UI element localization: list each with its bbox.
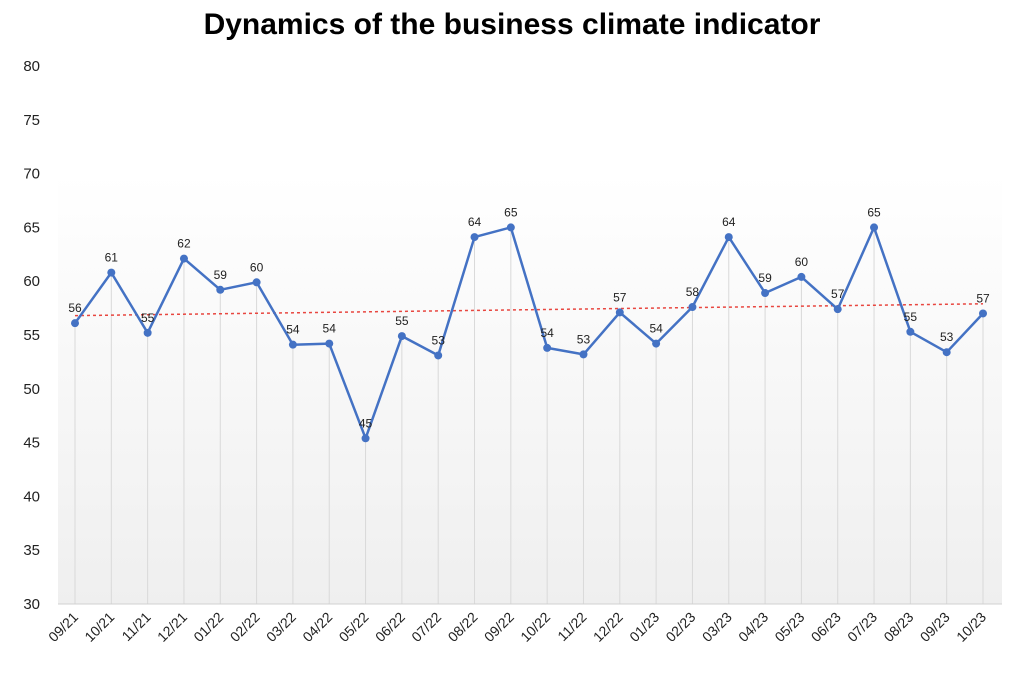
x-tick-label: 11/22	[554, 609, 590, 645]
data-point	[143, 328, 152, 337]
x-tick-label: 01/23	[626, 609, 662, 645]
x-tick-label: 01/22	[190, 609, 226, 645]
data-label: 54	[540, 326, 554, 340]
data-label: 65	[504, 205, 518, 219]
data-point	[470, 233, 479, 242]
data-label: 53	[940, 330, 954, 344]
data-point	[506, 223, 515, 232]
x-tick-label: 12/22	[590, 609, 626, 645]
y-tick-label: 75	[23, 112, 40, 129]
data-point	[797, 272, 806, 281]
data-label: 56	[68, 301, 82, 315]
data-label: 55	[141, 311, 155, 325]
data-label: 59	[758, 271, 772, 285]
x-tick-label: 07/23	[844, 609, 880, 645]
data-point	[543, 343, 552, 352]
x-tick-label: 06/22	[372, 609, 408, 645]
data-point	[325, 339, 334, 348]
data-point	[833, 305, 842, 314]
x-tick-label: 12/21	[154, 609, 190, 645]
data-point	[361, 434, 370, 443]
y-tick-label: 50	[23, 381, 40, 398]
data-label: 57	[976, 291, 990, 305]
data-label: 64	[722, 215, 736, 229]
data-point	[71, 319, 79, 328]
data-label: 54	[649, 322, 663, 336]
data-point	[652, 339, 661, 348]
series-line	[73, 226, 984, 440]
x-tick-label: 08/22	[445, 609, 481, 645]
data-point	[434, 351, 443, 360]
data-label: 54	[323, 322, 337, 336]
y-tick-label: 65	[23, 219, 40, 236]
data-label: 55	[904, 310, 918, 324]
data-label: 60	[795, 255, 809, 269]
y-tick-label: 80	[23, 58, 40, 75]
data-label: 58	[686, 285, 700, 299]
x-tick-label: 10/23	[953, 609, 989, 645]
trend-line	[74, 303, 984, 317]
x-tick-label: 09/22	[481, 609, 517, 645]
x-tick-label: 06/23	[808, 609, 844, 645]
data-point	[906, 327, 915, 336]
data-point	[179, 254, 188, 263]
data-label: 57	[613, 290, 627, 304]
data-point	[397, 332, 406, 341]
data-point	[579, 350, 588, 359]
data-point	[724, 233, 733, 242]
x-tick-label: 08/23	[880, 609, 916, 645]
x-tick-label: 10/22	[517, 609, 553, 645]
data-point	[688, 303, 697, 312]
data-point	[107, 268, 116, 277]
x-tick-label: 05/22	[336, 609, 372, 645]
y-tick-label: 40	[23, 488, 40, 505]
data-label: 64	[468, 215, 482, 229]
data-label: 55	[395, 314, 409, 328]
x-tick-label: 03/23	[699, 609, 735, 645]
data-label: 53	[432, 333, 446, 347]
y-tick-label: 35	[23, 542, 40, 559]
x-tick-label: 05/23	[771, 609, 807, 645]
y-tick-label: 55	[23, 327, 40, 344]
plot-background	[58, 173, 1002, 604]
x-tick-label: 10/21	[81, 609, 117, 645]
data-label: 60	[250, 260, 264, 274]
data-label: 59	[214, 268, 228, 282]
x-tick-label: 11/21	[118, 609, 154, 645]
data-point	[252, 278, 261, 287]
data-point	[288, 340, 297, 349]
data-label: 62	[177, 237, 191, 251]
x-tick-label: 09/21	[45, 609, 81, 645]
data-point	[942, 348, 951, 357]
data-point	[216, 285, 225, 294]
x-tick-label: 04/22	[299, 609, 335, 645]
chart-title: Dynamics of the business climate indicat…	[203, 8, 821, 41]
data-point	[979, 309, 987, 318]
y-tick-label: 70	[23, 166, 40, 183]
y-tick-label: 45	[23, 435, 40, 452]
x-tick-label: 02/23	[662, 609, 698, 645]
data-point	[870, 223, 879, 232]
x-tick-label: 07/22	[408, 609, 444, 645]
data-label: 65	[867, 205, 881, 219]
x-tick-label: 03/22	[263, 609, 299, 645]
data-label: 54	[286, 323, 300, 337]
data-point	[761, 289, 770, 298]
data-label: 53	[577, 332, 591, 346]
data-label: 45	[359, 416, 373, 430]
data-label: 61	[105, 251, 119, 265]
y-tick-label: 60	[23, 273, 40, 290]
y-tick-label: 30	[23, 596, 40, 613]
x-tick-label: 04/23	[735, 609, 771, 645]
x-tick-label: 09/23	[917, 609, 953, 645]
data-point	[615, 308, 624, 317]
data-label: 57	[831, 287, 845, 301]
x-tick-label: 02/22	[227, 609, 263, 645]
